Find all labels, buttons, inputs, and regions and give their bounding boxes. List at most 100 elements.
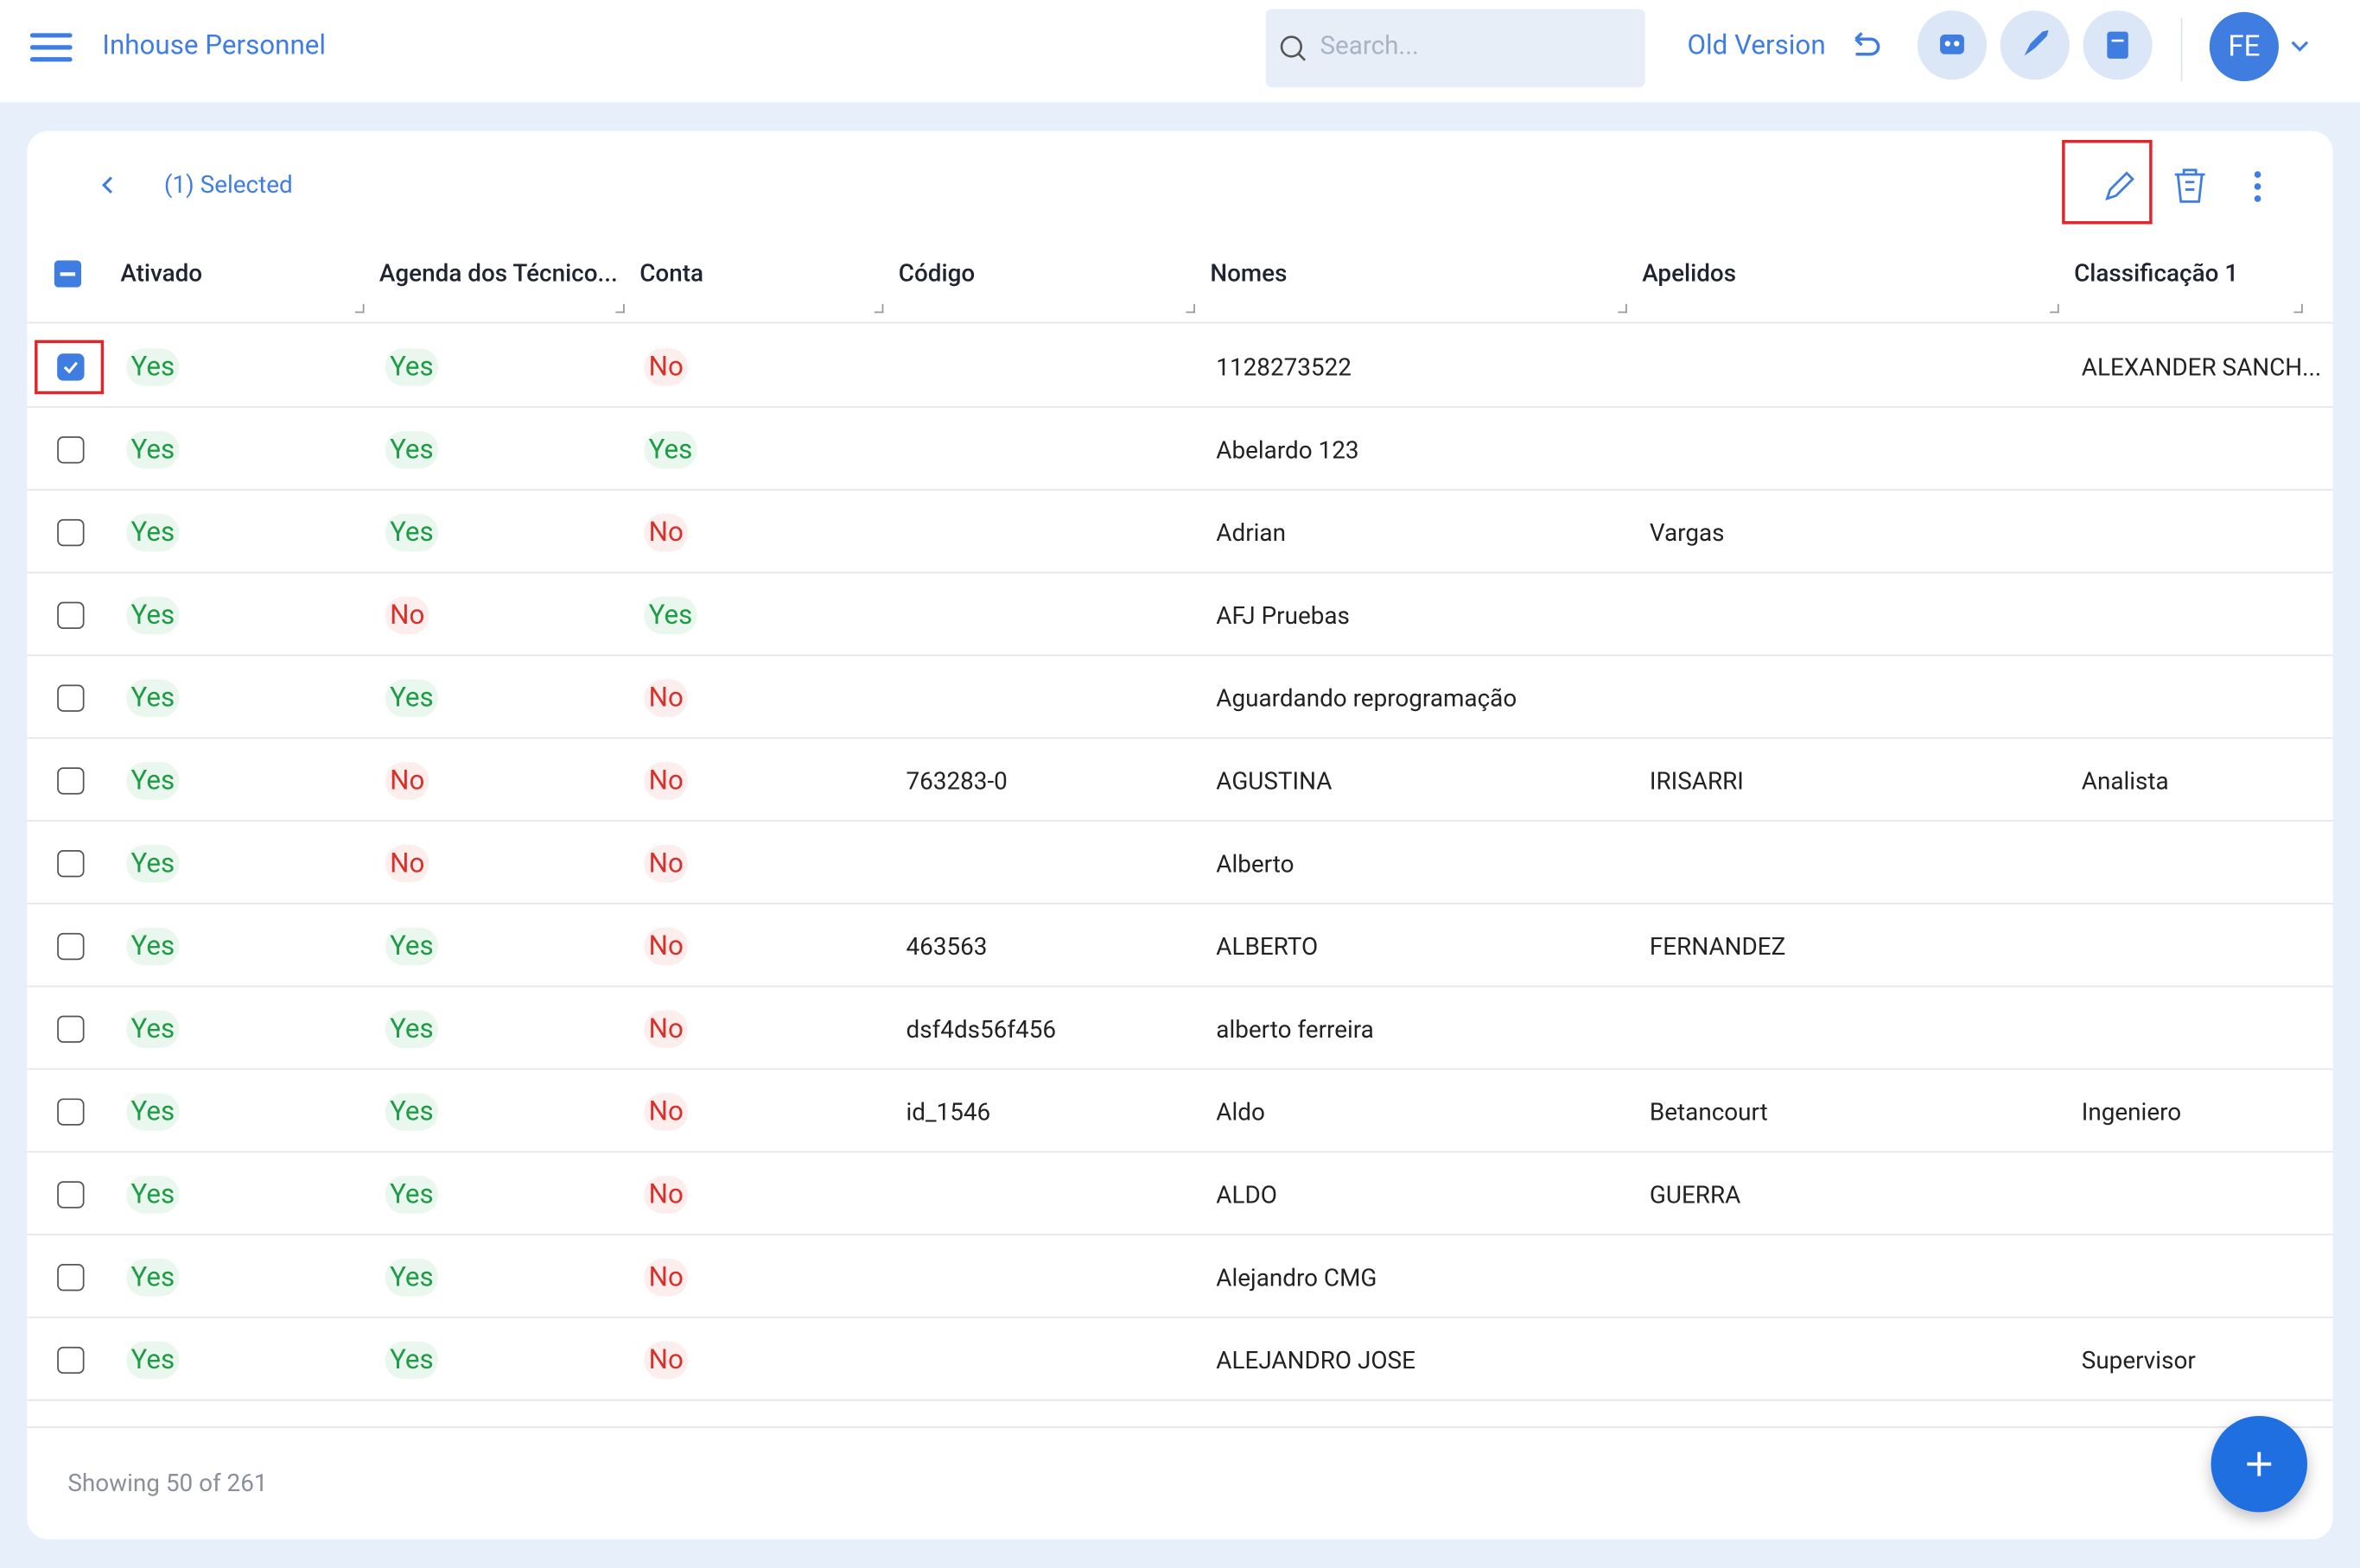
row-checkbox[interactable] (57, 353, 85, 381)
status-badge: Yes (385, 1010, 438, 1049)
cell-text: Supervisor (2081, 1345, 2196, 1375)
column-header[interactable]: Ativado (120, 258, 203, 288)
cell-text: alberto ferreira (1216, 1014, 1374, 1044)
row-separator (27, 406, 2333, 409)
status-badge: No (644, 679, 689, 717)
resize-handle[interactable] (2050, 303, 2059, 314)
row-checkbox[interactable] (57, 1015, 85, 1043)
cell-text: Aldo (1216, 1097, 1265, 1127)
rocket-button[interactable] (2000, 10, 2070, 80)
cell-text: Vargas (1649, 518, 1725, 548)
cell-text: Abelardo 123 (1216, 435, 1359, 465)
status-badge: Yes (126, 1010, 180, 1049)
row-checkbox[interactable] (57, 932, 85, 961)
book-button[interactable] (2083, 10, 2153, 80)
status-badge: Yes (385, 513, 438, 552)
row-separator (27, 820, 2333, 822)
column-header[interactable]: Apelidos (1642, 258, 1737, 288)
search-icon (1280, 35, 1306, 61)
column-header[interactable]: Código (898, 258, 976, 288)
column-header[interactable]: Conta (639, 258, 704, 288)
row-separator (27, 903, 2333, 905)
resize-handle[interactable] (874, 303, 884, 314)
bot-button[interactable] (1917, 10, 1988, 80)
row-checkbox[interactable] (57, 436, 85, 464)
checkbox-highlight (35, 340, 105, 395)
status-badge: No (644, 1258, 689, 1297)
status-badge: Yes (126, 348, 180, 386)
cell-text: Alberto (1216, 849, 1295, 879)
row-checkbox[interactable] (57, 1098, 85, 1126)
status-badge: Yes (126, 513, 180, 552)
avatar[interactable]: FE (2209, 11, 2279, 82)
status-badge: Yes (126, 927, 180, 966)
resize-handle[interactable] (615, 303, 625, 314)
cell-text: ALEXANDER SANCH... (2081, 352, 2322, 382)
header-separator (27, 321, 2333, 324)
more-button[interactable] (2249, 168, 2267, 205)
status-badge: Yes (644, 430, 697, 469)
cell-text: 1128273522 (1216, 352, 1352, 382)
row-checkbox[interactable] (57, 684, 85, 712)
row-checkbox[interactable] (57, 518, 85, 547)
cell-text: ALBERTO (1216, 931, 1319, 962)
edit-button[interactable] (2101, 167, 2140, 206)
search-box[interactable]: Search... (1265, 9, 1645, 88)
cell-text: Aguardando reprogramação (1216, 683, 1517, 713)
column-header[interactable]: Classificação 1 (2074, 258, 2239, 288)
add-button[interactable] (2211, 1415, 2308, 1513)
row-separator (27, 737, 2333, 740)
cell-text: id_1546 (906, 1097, 991, 1127)
column-header[interactable]: Agenda dos Técnico... (378, 258, 618, 288)
row-separator (27, 1316, 2333, 1318)
status-badge: Yes (644, 596, 697, 635)
row-checkbox[interactable] (57, 601, 85, 630)
status-badge: No (385, 844, 429, 883)
status-badge: Yes (126, 1093, 180, 1131)
avatar-chevron (2291, 41, 2309, 52)
row-separator (27, 985, 2333, 987)
undo-icon (1854, 32, 1880, 56)
cell-text: 763283-0 (906, 766, 1008, 796)
row-checkbox[interactable] (57, 1346, 85, 1374)
row-checkbox[interactable] (57, 1264, 85, 1292)
cell-text: dsf4ds56f456 (906, 1014, 1057, 1044)
select-all-checkbox[interactable] (54, 260, 82, 288)
status-badge: Yes (126, 844, 180, 883)
edit-highlight (2062, 139, 2153, 225)
status-badge: No (644, 844, 689, 883)
column-header[interactable]: Nomes (1210, 258, 1288, 288)
cell-text: 463563 (906, 931, 988, 962)
row-checkbox[interactable] (57, 1181, 85, 1209)
row-checkbox[interactable] (57, 767, 85, 795)
pagination-status: Showing 50 of 261 (67, 1468, 268, 1497)
back-button[interactable] (96, 173, 117, 197)
cell-text: ALDO (1216, 1180, 1277, 1209)
status-badge: Yes (126, 1341, 180, 1380)
selected-count: (1) Selected (163, 169, 293, 199)
status-badge: No (644, 1093, 689, 1131)
cell-text: AFJ Pruebas (1216, 600, 1350, 630)
old-version-link[interactable]: Old Version (1687, 29, 1826, 62)
row-separator (27, 1399, 2333, 1401)
cell-text: GUERRA (1649, 1180, 1741, 1209)
row-separator (27, 1151, 2333, 1153)
status-badge: Yes (385, 679, 438, 717)
resize-handle[interactable] (2293, 303, 2303, 314)
delete-button[interactable] (2171, 166, 2210, 208)
row-separator (27, 1234, 2333, 1235)
row-separator (27, 489, 2333, 491)
status-badge: No (644, 762, 689, 800)
status-badge: Yes (385, 1093, 438, 1131)
status-badge: Yes (126, 596, 180, 635)
resize-handle[interactable] (355, 303, 365, 314)
footer-separator (27, 1426, 2333, 1428)
page-title: Inhouse Personnel (102, 29, 327, 62)
resize-handle[interactable] (1618, 303, 1627, 314)
search-placeholder: Search... (1320, 31, 1419, 62)
row-checkbox[interactable] (57, 850, 85, 878)
menu-button[interactable] (29, 30, 75, 67)
status-badge: No (385, 596, 429, 635)
resize-handle[interactable] (1186, 303, 1195, 314)
